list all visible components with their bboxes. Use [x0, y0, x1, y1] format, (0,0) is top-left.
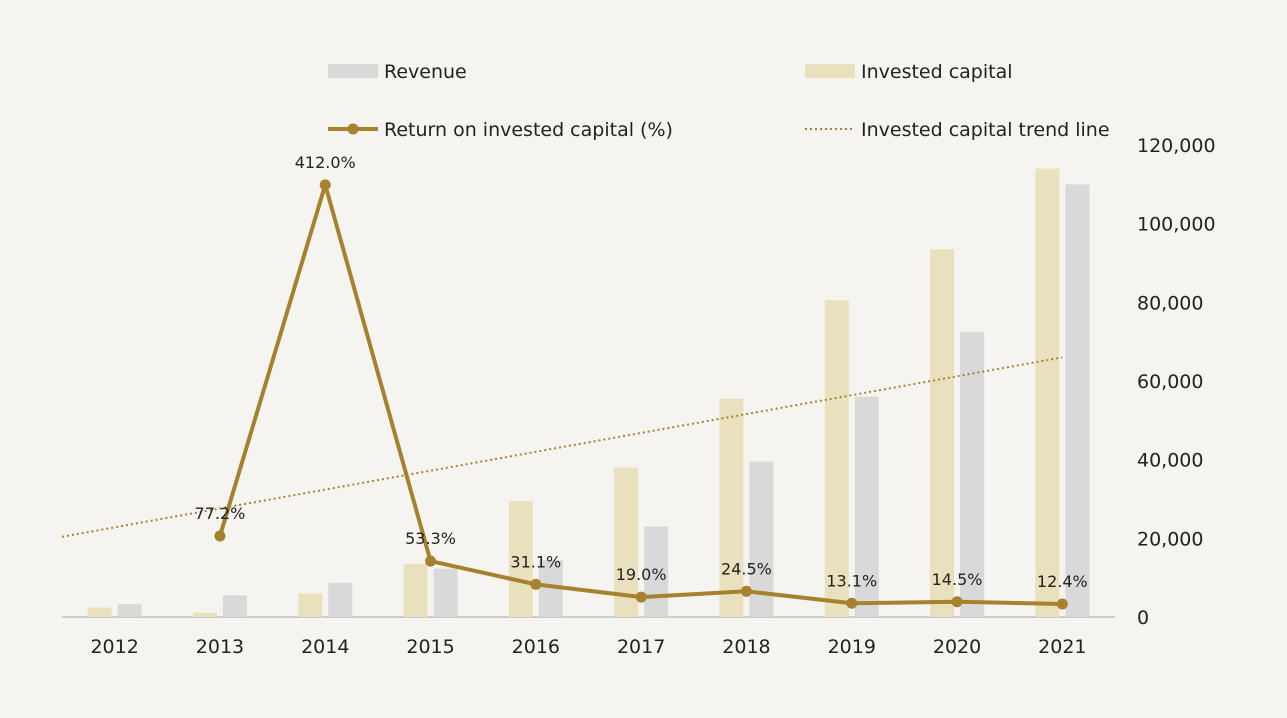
y-tick-100000: 100,000	[1137, 214, 1216, 236]
legend-swatch-invested-capital	[805, 64, 855, 78]
x-tick-2016: 2016	[512, 636, 560, 658]
roic-label-2021: 12.4%	[1037, 572, 1088, 591]
roic-label-2015: 53.3%	[405, 529, 456, 548]
data-labels-layer: 77.2% 412.0% 53.3% 31.1% 19.0% 24.5% 13.1% 14.5…	[195, 153, 1088, 591]
roic-label-2019: 13.1%	[826, 571, 877, 590]
bar-revenue-2020	[960, 331, 985, 617]
legend-marker-roic	[347, 123, 359, 135]
bar-invested-capital-2020	[930, 249, 955, 617]
bar-invested-capital-2018	[719, 398, 744, 617]
y-tick-80000: 80,000	[1137, 292, 1203, 314]
y-axis-ticks: 0 20,000 40,000 60,000 80,000 100,000 120,000	[1137, 135, 1216, 629]
legend-label-trend: Invested capital trend line	[861, 119, 1110, 141]
x-tick-2019: 2019	[828, 636, 876, 658]
trend-layer	[61, 356, 1063, 538]
y-tick-0: 0	[1137, 607, 1149, 629]
bar-invested-capital-2021	[1035, 168, 1060, 617]
legend-label-revenue: Revenue	[384, 61, 467, 83]
roic-point-2016	[530, 578, 542, 590]
trend-line	[61, 356, 1063, 538]
legend-item-revenue: Revenue	[328, 61, 467, 83]
roic-point-2015	[425, 555, 437, 567]
legend-item-trend: Invested capital trend line	[805, 119, 1110, 141]
x-axis-ticks: 2012 2013 2014 2015 2016 2017 2018 2019 2020 2021	[90, 636, 1086, 658]
bar-invested-capital-2017	[614, 467, 639, 617]
roic-point-2014	[319, 179, 331, 191]
bar-revenue-2012	[117, 604, 142, 617]
legend-label-invested-capital: Invested capital	[861, 61, 1013, 83]
bar-invested-capital-2013	[192, 612, 217, 617]
bar-revenue-2021	[1065, 184, 1090, 618]
roic-label-2013: 77.2%	[195, 504, 246, 523]
x-tick-2015: 2015	[406, 636, 454, 658]
bar-revenue-2017	[644, 526, 669, 617]
legend-item-invested-capital: Invested capital	[805, 61, 1013, 83]
roic-label-2017: 19.0%	[616, 565, 667, 584]
legend-swatch-revenue	[328, 64, 378, 78]
y-tick-120000: 120,000	[1137, 135, 1216, 157]
y-tick-20000: 20,000	[1137, 528, 1203, 550]
legend-label-roic: Return on invested capital (%)	[384, 119, 673, 141]
bars-layer	[87, 168, 1090, 618]
x-tick-2021: 2021	[1038, 636, 1086, 658]
bar-revenue-2014	[328, 582, 353, 617]
roic-point-2018	[740, 585, 752, 597]
y-tick-40000: 40,000	[1137, 450, 1203, 472]
legend: Revenue Invested capital Return on inves…	[328, 61, 1110, 141]
bar-revenue-2019	[854, 396, 879, 617]
x-tick-2017: 2017	[617, 636, 665, 658]
roic-label-2020: 14.5%	[932, 570, 983, 589]
y-tick-60000: 60,000	[1137, 371, 1203, 393]
bar-invested-capital-2019	[824, 300, 849, 617]
roic-label-2014: 412.0%	[295, 153, 356, 172]
bar-revenue-2015	[433, 568, 458, 617]
roic-point-2019	[846, 597, 858, 609]
x-tick-2020: 2020	[933, 636, 981, 658]
roic-label-2016: 31.1%	[510, 552, 561, 571]
roic-label-2018: 24.5%	[721, 559, 772, 578]
bar-invested-capital-2014	[298, 593, 323, 617]
x-tick-2012: 2012	[90, 636, 138, 658]
roic-point-2020	[951, 596, 963, 608]
bar-invested-capital-2015	[403, 563, 428, 617]
x-tick-2014: 2014	[301, 636, 349, 658]
bar-revenue-2013	[222, 595, 247, 617]
roic-point-2013	[214, 530, 226, 542]
roic-point-2017	[635, 591, 647, 603]
legend-item-roic: Return on invested capital (%)	[328, 119, 673, 141]
bar-invested-capital-2016	[508, 500, 533, 617]
x-tick-2018: 2018	[722, 636, 770, 658]
x-tick-2013: 2013	[196, 636, 244, 658]
roic-line-layer	[214, 179, 1068, 610]
bar-invested-capital-2012	[87, 607, 112, 617]
roic-point-2021	[1056, 598, 1068, 610]
